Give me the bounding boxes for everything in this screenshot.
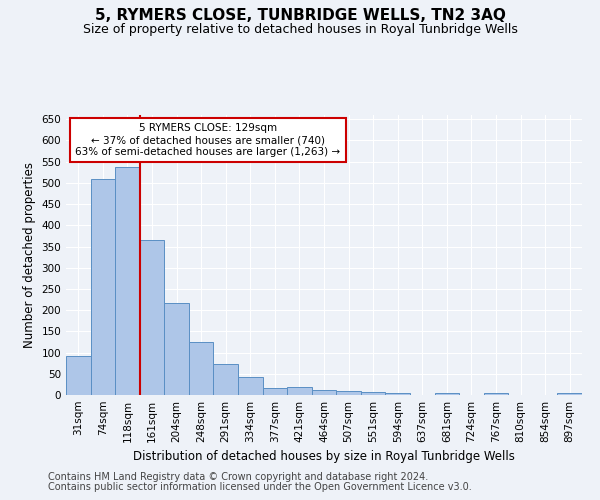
X-axis label: Distribution of detached houses by size in Royal Tunbridge Wells: Distribution of detached houses by size … [133, 450, 515, 464]
Bar [263, 388, 287, 395]
Bar [434, 393, 459, 395]
Bar [115, 167, 140, 395]
Text: Contains public sector information licensed under the Open Government Licence v3: Contains public sector information licen… [48, 482, 472, 492]
Text: Size of property relative to detached houses in Royal Tunbridge Wells: Size of property relative to detached ho… [83, 22, 517, 36]
Bar [214, 364, 238, 395]
Bar [140, 240, 164, 395]
Bar [312, 390, 336, 395]
Y-axis label: Number of detached properties: Number of detached properties [23, 162, 36, 348]
Bar [336, 391, 361, 395]
Bar [238, 377, 263, 395]
Text: Contains HM Land Registry data © Crown copyright and database right 2024.: Contains HM Land Registry data © Crown c… [48, 472, 428, 482]
Text: 5 RYMERS CLOSE: 129sqm
← 37% of detached houses are smaller (740)
63% of semi-de: 5 RYMERS CLOSE: 129sqm ← 37% of detached… [76, 124, 340, 156]
Text: 5, RYMERS CLOSE, TUNBRIDGE WELLS, TN2 3AQ: 5, RYMERS CLOSE, TUNBRIDGE WELLS, TN2 3A… [95, 8, 505, 22]
Bar [385, 393, 410, 395]
Bar [164, 302, 189, 395]
Bar [66, 356, 91, 395]
Bar [91, 179, 115, 395]
Bar [287, 387, 312, 395]
Bar [189, 342, 214, 395]
Bar [484, 394, 508, 395]
Bar [361, 392, 385, 395]
Bar [557, 394, 582, 395]
